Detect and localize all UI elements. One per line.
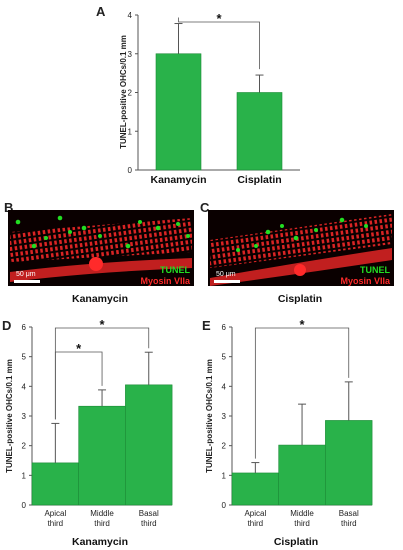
- panel-label-e: E: [202, 318, 211, 333]
- chart-d-category-label: Basal: [139, 509, 159, 518]
- chart-e-bar: [231, 472, 280, 506]
- chart-a-y-tick-label: 3: [128, 50, 133, 59]
- micrograph-b-red-blob: [89, 257, 103, 271]
- chart-d-y-tick-label: 5: [22, 353, 27, 362]
- micrograph-b-scale-bar: [14, 280, 40, 283]
- chart-a: 0 1 2 3 4 TUNEL-positive OHCs/0.1 mm Kanamycin…: [119, 11, 300, 186]
- micrograph-c: 50 μm TUNEL Myosin VIIa: [208, 210, 394, 286]
- chart-d-y-tick-label: 0: [22, 501, 27, 510]
- panel-label-a: A: [96, 4, 106, 19]
- chart-d-category-label: Apical: [44, 509, 66, 518]
- panel-label-d: D: [2, 318, 11, 333]
- chart-d-caption: Kanamycin: [72, 536, 128, 548]
- micrograph-c-caption: Cisplatin: [278, 293, 322, 305]
- micrograph-c-scale-label: 50 μm: [216, 271, 236, 278]
- chart-a-category-label: Kanamycin: [150, 174, 206, 186]
- micrograph-b: 50 μm TUNEL Myosin VIIa: [8, 210, 194, 286]
- chart-e-bar: [325, 420, 373, 506]
- chart-d-y-tick-label: 3: [22, 412, 27, 421]
- chart-e-y-tick-label: 1: [222, 471, 227, 480]
- chart-e-category-label: Basal: [339, 509, 359, 518]
- panel-label-c: C: [200, 200, 210, 215]
- chart-a-y-tick-label: 1: [128, 127, 133, 136]
- chart-a-significance-bracket: [178, 17, 260, 70]
- micrograph-c-hair-cell-rows: [210, 214, 392, 268]
- chart-e-category-label: third: [294, 519, 310, 528]
- chart-d-y-tick-label: 1: [22, 471, 27, 480]
- chart-a-y-tick-label: 4: [128, 11, 133, 20]
- micrograph-b-lower-band: [10, 258, 192, 282]
- micrograph-c-tunel-dots: [236, 217, 368, 252]
- chart-a-y-tick-label: 2: [128, 89, 133, 98]
- micrograph-c-red-blob: [294, 264, 306, 276]
- chart-e-bar: [278, 444, 326, 506]
- chart-d-y-axis-title: TUNEL-positive OHCs/0.1 mm: [5, 359, 14, 473]
- chart-e-caption: Cisplatin: [274, 536, 318, 548]
- chart-d-bar: [31, 462, 80, 506]
- chart-a-category-label: Cisplatin: [237, 174, 281, 186]
- micrograph-c-stain-tunel: TUNEL: [360, 265, 390, 275]
- chart-d-category-label: third: [94, 519, 110, 528]
- micrograph-b-tunel-dots: [15, 215, 190, 249]
- micrograph-b-stain-myosin: Myosin VIIa: [140, 276, 191, 286]
- chart-e-category-label: third: [248, 519, 264, 528]
- chart-e-category-label: Apical: [244, 509, 266, 518]
- micrograph-c-stain-myosin: Myosin VIIa: [340, 276, 391, 286]
- chart-e-y-tick-label: 5: [222, 353, 227, 362]
- micrograph-b-scale-label: 50 μm: [16, 271, 36, 278]
- chart-e-category-label: third: [341, 519, 357, 528]
- chart-d-bar: [125, 384, 173, 506]
- micrograph-b-caption: Kanamycin: [72, 293, 128, 305]
- chart-e-y-tick-label: 4: [222, 382, 227, 391]
- chart-d-bar: [78, 405, 126, 506]
- panel-label-b: B: [4, 200, 13, 215]
- chart-d-significance-star: *: [76, 341, 82, 356]
- micrograph-b-hair-cell-rows: [10, 218, 192, 262]
- micrograph-b-stain-tunel: TUNEL: [160, 265, 190, 275]
- chart-a-bar: [236, 92, 283, 171]
- chart-e-y-tick-label: 3: [222, 412, 227, 421]
- chart-a-y-tick-label: 0: [128, 166, 133, 175]
- chart-a-bar: [155, 53, 202, 171]
- micrograph-c-scale-bar: [214, 280, 240, 283]
- chart-d-significance-star: *: [100, 317, 106, 332]
- chart-d-y-tick-label: 6: [22, 323, 27, 332]
- chart-d-significance-bracket: [54, 327, 150, 420]
- chart-e-significance-star: *: [300, 317, 306, 332]
- chart-d-y-tick-label: 4: [22, 382, 27, 391]
- chart-d-category-label: Middle: [90, 509, 114, 518]
- chart-a-y-axis-title: TUNEL-positive OHCs/0.1 mm: [119, 35, 128, 149]
- chart-e-significance-bracket: [254, 327, 350, 459]
- chart-e-category-label: Middle: [290, 509, 314, 518]
- chart-d-category-label: third: [141, 519, 157, 528]
- chart-e-y-axis-title: TUNEL-positive OHCs/0.1 mm: [205, 359, 214, 473]
- chart-e-y-tick-label: 0: [222, 501, 227, 510]
- chart-e-y-tick-label: 2: [222, 442, 227, 451]
- chart-a-significance-star: *: [216, 11, 222, 26]
- chart-e-y-tick-label: 6: [222, 323, 227, 332]
- chart-d-y-tick-label: 2: [22, 442, 27, 451]
- chart-d-category-label: third: [48, 519, 64, 528]
